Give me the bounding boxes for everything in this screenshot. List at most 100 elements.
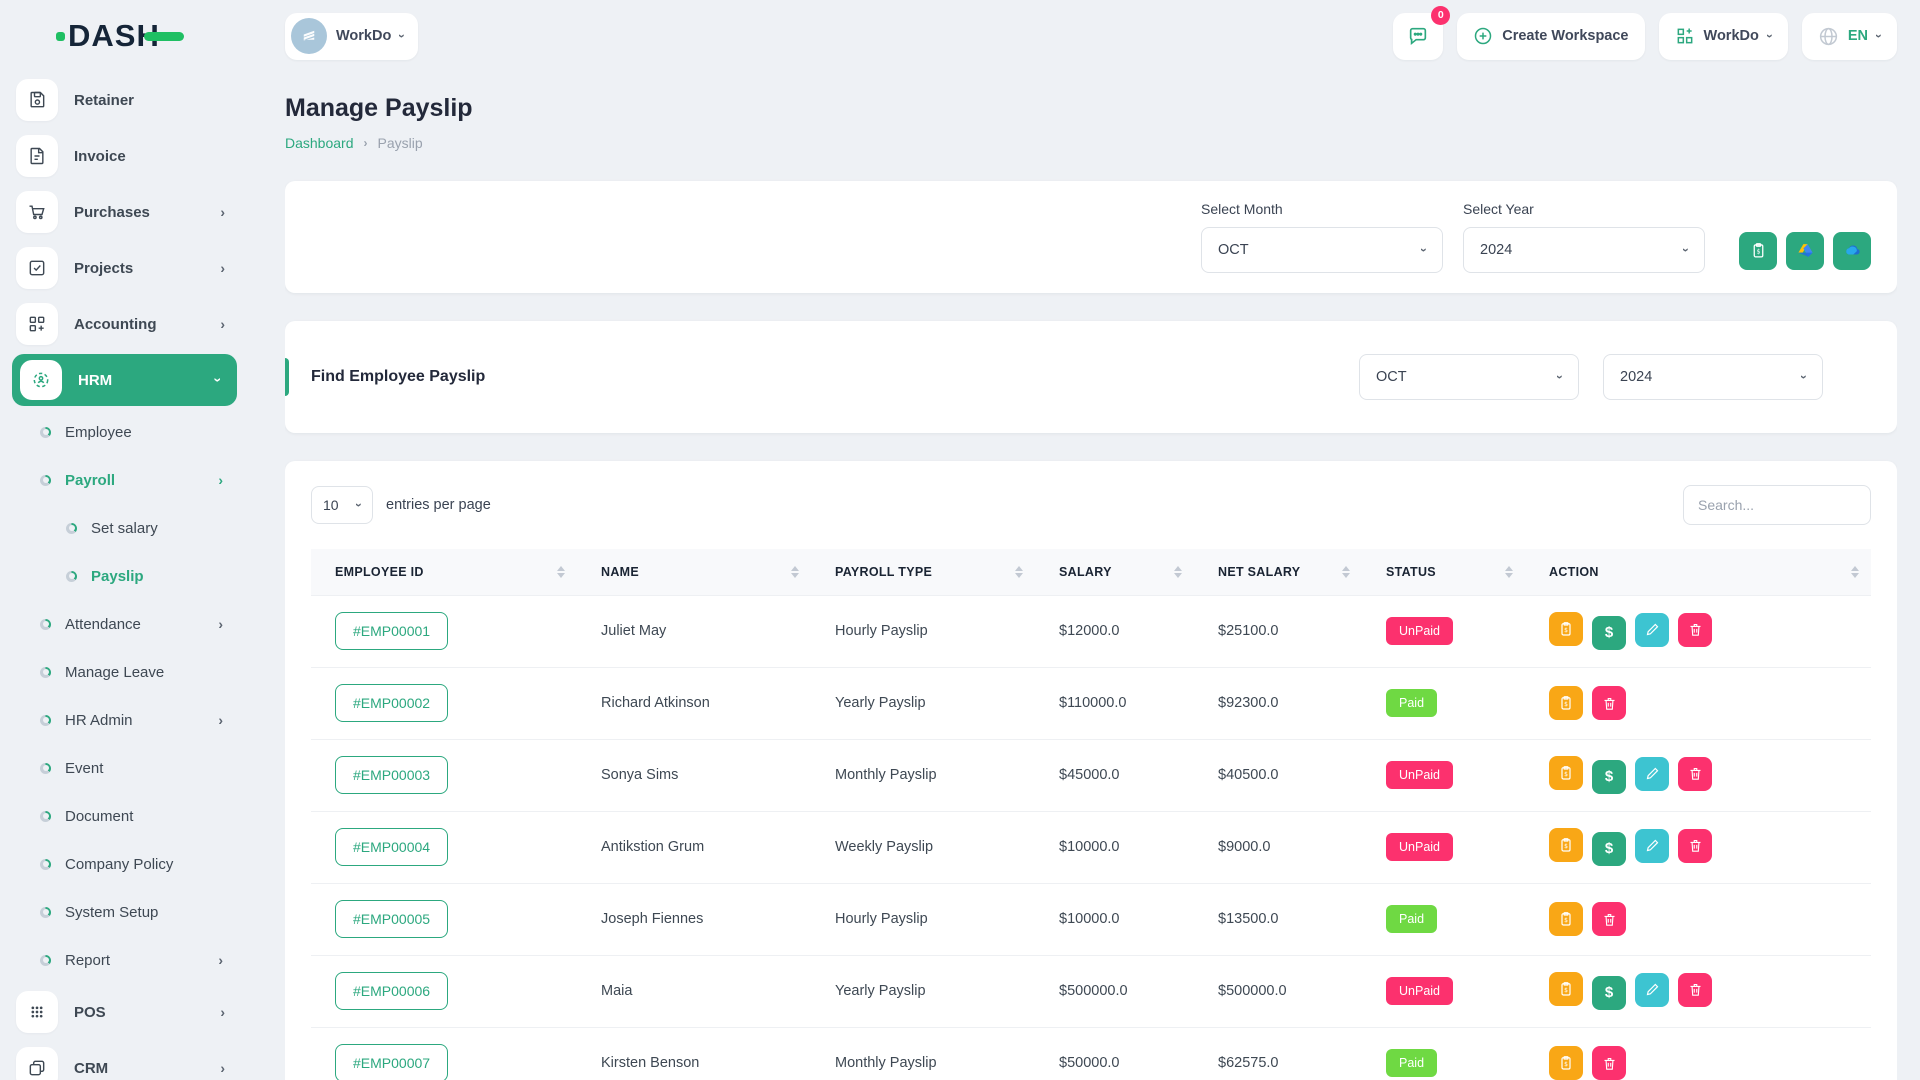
edit-button[interactable] bbox=[1635, 756, 1669, 791]
column-header-status[interactable]: STATUS bbox=[1362, 549, 1525, 595]
pay-button[interactable]: $ bbox=[1592, 831, 1626, 866]
sidebar-item-label: Document bbox=[65, 807, 134, 825]
sidebar-item-attendance[interactable]: Attendance › bbox=[0, 600, 245, 648]
sidebar-item-purchases[interactable]: Purchases › bbox=[0, 184, 245, 240]
delete-button[interactable] bbox=[1678, 972, 1712, 1007]
sidebar-item-hr-admin[interactable]: HR Admin › bbox=[0, 696, 245, 744]
status-badge: UnPaid bbox=[1386, 617, 1453, 645]
sidebar-item-projects[interactable]: Projects › bbox=[0, 240, 245, 296]
sidebar-item-manage-leave[interactable]: Manage Leave bbox=[0, 648, 245, 696]
entries-per-page-select[interactable]: 10 › bbox=[311, 486, 373, 524]
payslip-button[interactable]: $ bbox=[1549, 756, 1583, 791]
trash-icon bbox=[1690, 984, 1700, 996]
delete-button[interactable] bbox=[1592, 1046, 1626, 1080]
trash-icon bbox=[1604, 913, 1614, 926]
bullet-icon bbox=[40, 666, 51, 678]
column-header-salary[interactable]: SALARY bbox=[1035, 549, 1194, 595]
net-salary-value: $13500.0 bbox=[1194, 883, 1362, 956]
sidebar-item-retainer[interactable]: Retainer bbox=[0, 72, 245, 128]
messages-button[interactable]: 0 bbox=[1393, 5, 1451, 60]
dollar-icon: $ bbox=[1604, 624, 1614, 642]
language-selector[interactable]: EN › bbox=[1801, 12, 1897, 60]
sidebar-item-invoice[interactable]: Invoice bbox=[0, 128, 245, 184]
sidebar-item-label: Purchases bbox=[74, 203, 150, 221]
year-select[interactable]: 2024 › bbox=[1463, 227, 1705, 273]
pay-button[interactable]: $ bbox=[1592, 615, 1626, 650]
sidebar-item-document[interactable]: Document bbox=[0, 792, 245, 840]
workdo-menu-button[interactable]: WorkDo › bbox=[1658, 12, 1788, 60]
payslip-button[interactable]: $ bbox=[1549, 612, 1583, 647]
onedrive-cloud-icon bbox=[1845, 245, 1860, 255]
delete-button[interactable] bbox=[1592, 902, 1626, 937]
employee-id-link[interactable]: #EMP00002 bbox=[335, 684, 449, 722]
edit-button[interactable] bbox=[1635, 828, 1669, 863]
retainer-icon bbox=[16, 79, 58, 121]
breadcrumb-dashboard-link[interactable]: Dashboard bbox=[285, 135, 354, 151]
sidebar-item-system-setup[interactable]: System Setup bbox=[0, 888, 245, 936]
employee-id-link[interactable]: #EMP00005 bbox=[335, 900, 449, 938]
sidebar-item-label: Employee bbox=[65, 423, 132, 441]
app-logo[interactable]: DASH bbox=[56, 18, 184, 54]
sidebar-item-label: CRM bbox=[74, 1059, 109, 1077]
sidebar-item-label: Projects bbox=[74, 259, 134, 277]
net-salary-value: $9000.0 bbox=[1194, 811, 1362, 884]
delete-button[interactable] bbox=[1678, 612, 1712, 647]
delete-button[interactable] bbox=[1592, 686, 1626, 721]
pencil-icon bbox=[1646, 767, 1658, 780]
find-month-select[interactable]: OCT › bbox=[1359, 354, 1579, 400]
delete-button[interactable] bbox=[1678, 828, 1712, 863]
payslip-button[interactable]: $ bbox=[1549, 1045, 1583, 1080]
sidebar-item-set-salary[interactable]: Set salary bbox=[0, 504, 245, 552]
sidebar-item-pos[interactable]: POS › bbox=[0, 984, 245, 1040]
edit-button[interactable] bbox=[1635, 612, 1669, 647]
sidebar-item-report[interactable]: Report › bbox=[0, 936, 245, 984]
breadcrumb-current: Payslip bbox=[377, 135, 423, 151]
hrm-icon bbox=[20, 360, 62, 400]
employee-id-link[interactable]: #EMP00001 bbox=[335, 612, 449, 650]
employee-id-link[interactable]: #EMP00003 bbox=[335, 756, 449, 794]
column-header-action[interactable]: ACTION bbox=[1525, 549, 1871, 595]
create-workspace-label: Create Workspace bbox=[1502, 28, 1629, 44]
sidebar-item-payroll[interactable]: Payroll › bbox=[0, 456, 245, 504]
sidebar-item-payslip[interactable]: Payslip bbox=[0, 552, 245, 600]
sidebar-item-event[interactable]: Event bbox=[0, 744, 245, 792]
column-header-payroll-type[interactable]: PAYROLL TYPE bbox=[811, 549, 1035, 595]
delete-button[interactable] bbox=[1678, 756, 1712, 791]
sidebar-item-company-policy[interactable]: Company Policy bbox=[0, 840, 245, 888]
sidebar-item-accounting[interactable]: Accounting › bbox=[0, 296, 245, 352]
edit-button[interactable] bbox=[1635, 972, 1669, 1007]
sidebar-item-hrm[interactable]: HRM › bbox=[12, 354, 237, 406]
payslip-button[interactable]: $ bbox=[1549, 901, 1583, 936]
bullet-icon bbox=[40, 954, 51, 966]
payslip-button[interactable]: $ bbox=[1549, 828, 1583, 863]
column-header-net-salary[interactable]: NET SALARY bbox=[1194, 549, 1362, 595]
payslip-button[interactable]: $ bbox=[1549, 685, 1583, 720]
svg-text:$: $ bbox=[1756, 248, 1760, 256]
employee-id-link[interactable]: #EMP00004 bbox=[335, 828, 449, 866]
clipboard-dollar-icon: $ bbox=[1561, 911, 1571, 926]
bullet-icon bbox=[40, 426, 51, 438]
create-workspace-button[interactable]: Create Workspace bbox=[1457, 12, 1645, 60]
trash-icon bbox=[1690, 768, 1700, 780]
bulk-payslip-button[interactable]: $ bbox=[1739, 231, 1777, 270]
trash-icon bbox=[1690, 624, 1700, 636]
pay-button[interactable]: $ bbox=[1592, 975, 1626, 1010]
pay-button[interactable]: $ bbox=[1592, 759, 1626, 794]
sidebar-item-crm[interactable]: CRM › bbox=[0, 1040, 245, 1080]
column-header-employee-id[interactable]: EMPLOYEE ID bbox=[311, 549, 577, 595]
google-drive-export-button[interactable] bbox=[1786, 231, 1824, 270]
sidebar-item-employee[interactable]: Employee bbox=[0, 408, 245, 456]
cart-icon bbox=[16, 191, 58, 233]
employee-id-link[interactable]: #EMP00006 bbox=[335, 972, 449, 1010]
workspace-selector[interactable]: WorkDo › bbox=[285, 12, 419, 60]
payslip-button[interactable]: $ bbox=[1549, 972, 1583, 1007]
search-input[interactable] bbox=[1683, 485, 1871, 525]
find-year-select[interactable]: 2024 › bbox=[1603, 354, 1823, 400]
logo-text: DASH bbox=[68, 18, 160, 53]
month-select[interactable]: OCT › bbox=[1201, 227, 1443, 273]
onedrive-export-button[interactable] bbox=[1833, 231, 1871, 270]
dollar-icon: $ bbox=[1604, 768, 1614, 786]
chevron-down-icon: › bbox=[1797, 375, 1811, 379]
column-header-name[interactable]: NAME bbox=[577, 549, 811, 595]
employee-id-link[interactable]: #EMP00007 bbox=[335, 1044, 449, 1080]
